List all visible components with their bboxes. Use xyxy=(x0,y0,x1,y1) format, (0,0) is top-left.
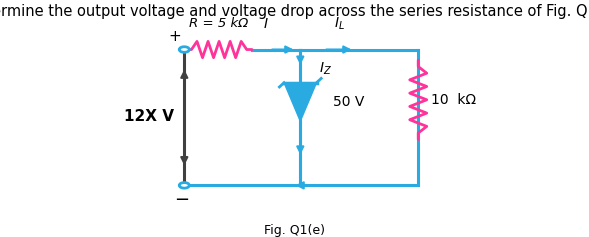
Text: 12X V: 12X V xyxy=(124,109,174,124)
Text: Fig. Q1(e): Fig. Q1(e) xyxy=(264,224,325,237)
Circle shape xyxy=(179,47,189,52)
Text: −: − xyxy=(174,191,188,209)
Text: 50 V: 50 V xyxy=(333,95,365,109)
Text: $I_L$: $I_L$ xyxy=(333,16,345,32)
Text: Determine the output voltage and voltage drop across the series resistance of Fi: Determine the output voltage and voltage… xyxy=(0,4,589,18)
Text: I: I xyxy=(263,17,267,31)
Text: $I_Z$: $I_Z$ xyxy=(319,61,332,77)
Circle shape xyxy=(179,182,189,188)
Text: +: + xyxy=(168,29,181,44)
Text: R = 5 kΩ: R = 5 kΩ xyxy=(190,17,249,30)
Text: 10  kΩ: 10 kΩ xyxy=(431,93,476,107)
Polygon shape xyxy=(284,83,316,121)
